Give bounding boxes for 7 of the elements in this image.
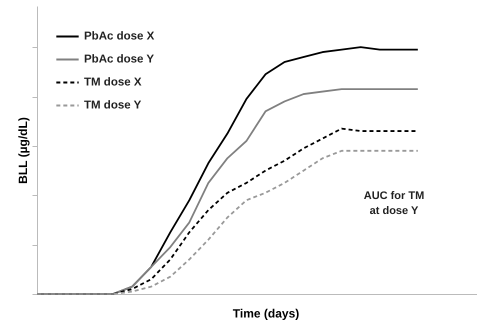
legend-label: TM dose Y (84, 100, 142, 112)
x-axis-title: Time (days) (232, 306, 300, 320)
legend-label: PbAc dose Y (84, 54, 154, 66)
legend-label: PbAc dose X (84, 30, 155, 42)
legend-label: TM dose X (84, 76, 142, 88)
annotation: AUC for TM at dose Y (364, 190, 424, 217)
y-axis-title: BLL (µg/dL) (16, 117, 30, 184)
